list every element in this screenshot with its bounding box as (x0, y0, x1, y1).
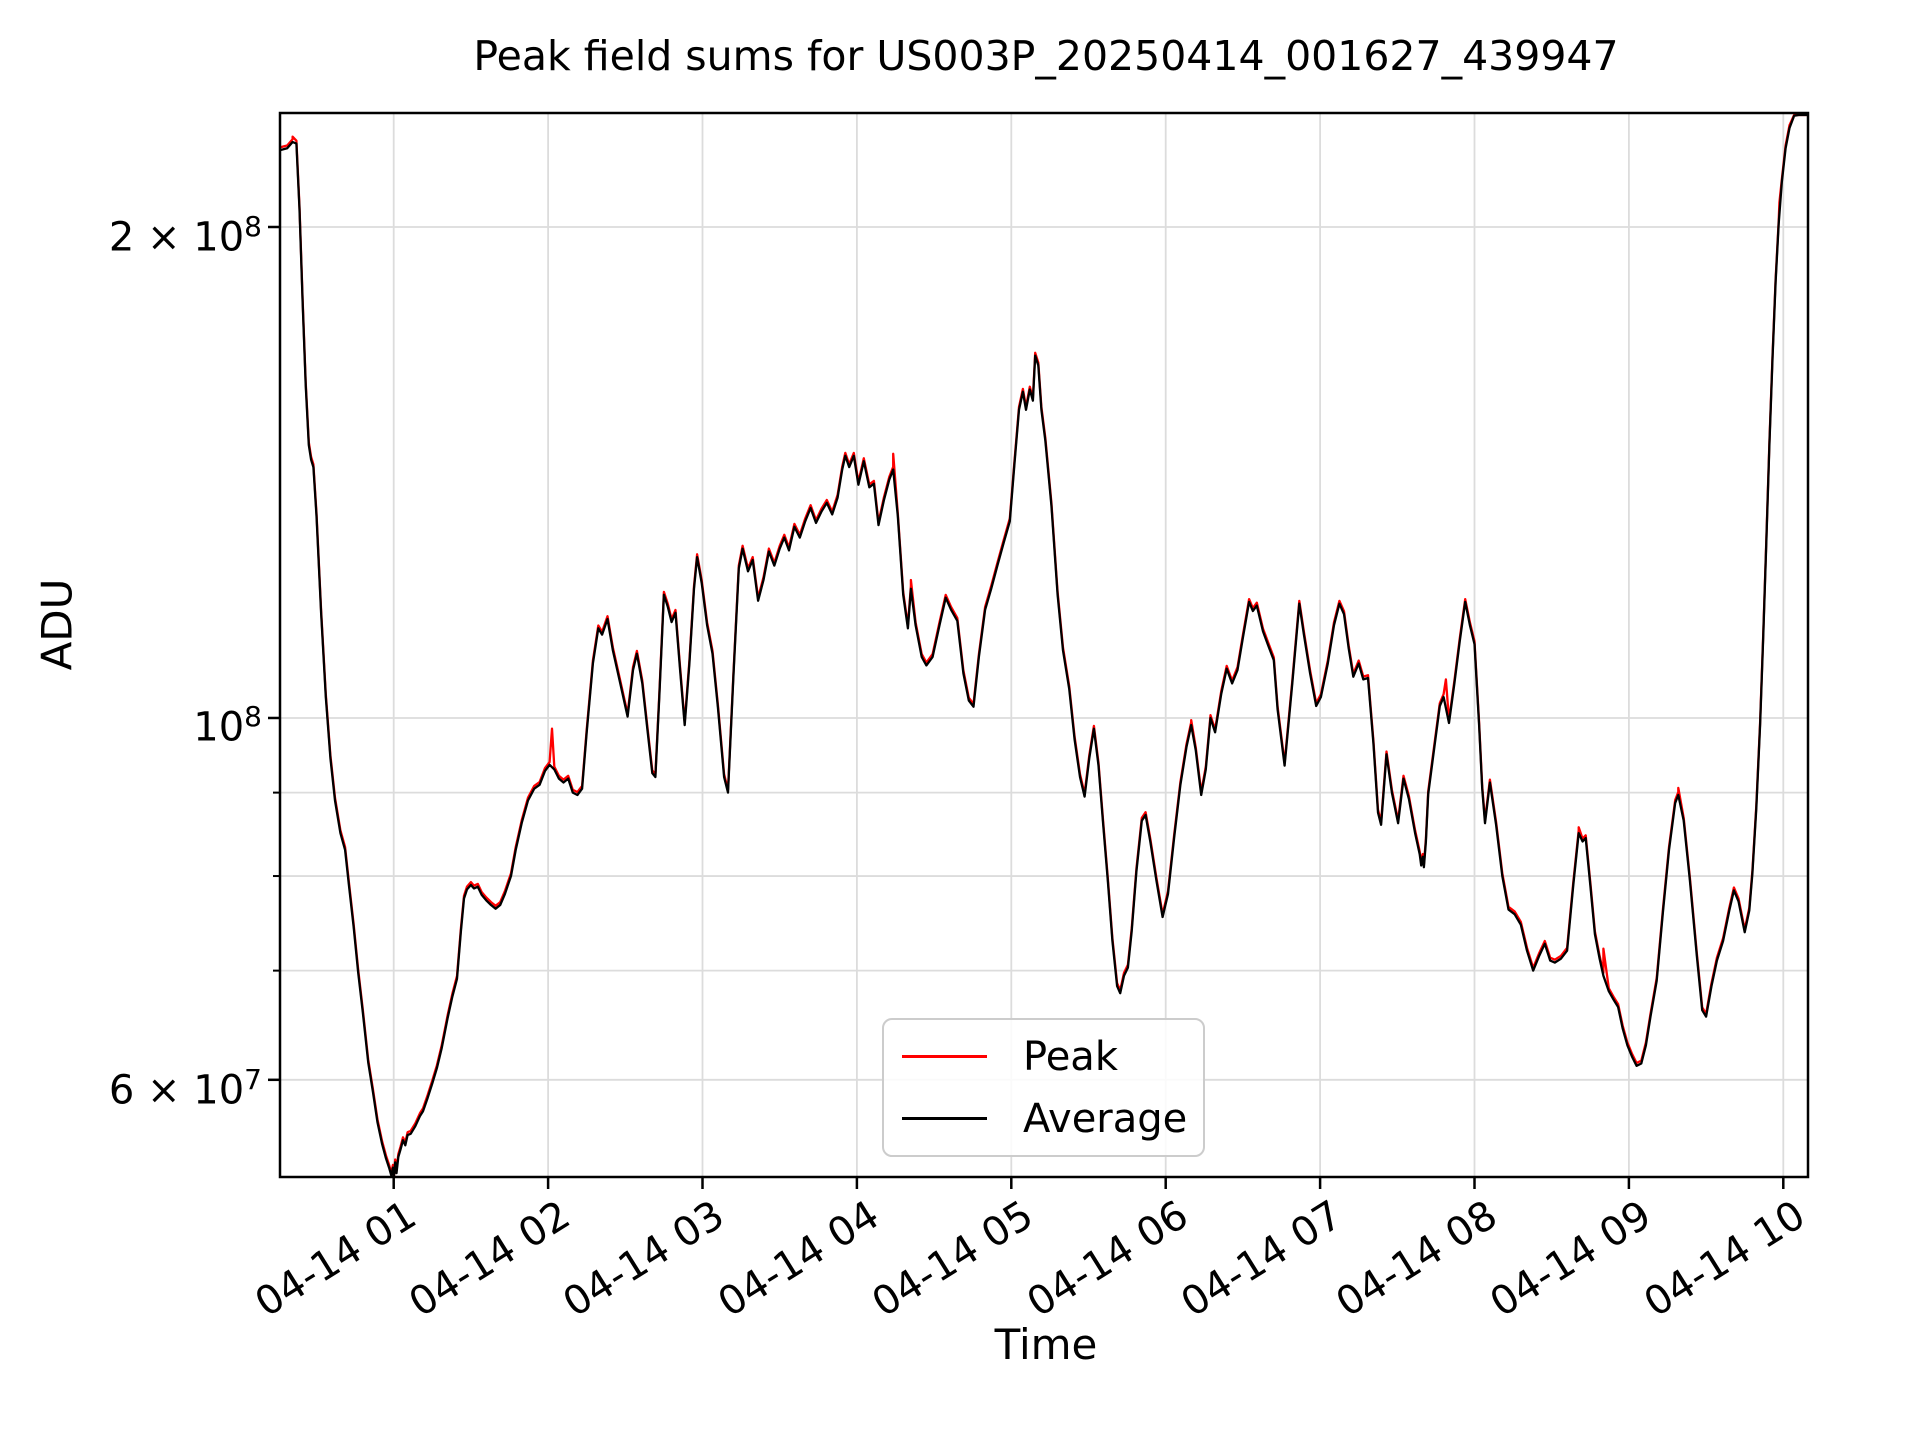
peak-line-swatch (902, 1055, 987, 1058)
y-tick-exponent: 7 (244, 1063, 262, 1096)
legend-entry-average: Average (902, 1093, 1188, 1145)
y-tick-label-6e7: 6 × 107 (0, 1054, 262, 1116)
y-tick-exponent: 8 (244, 700, 262, 733)
y-axis-label: ADU (32, 578, 82, 671)
average-line-swatch (902, 1117, 987, 1120)
legend-label-average: Average (1023, 1095, 1188, 1142)
legend-entry-peak: Peak (902, 1031, 1185, 1083)
legend-label-peak: Peak (1023, 1033, 1118, 1080)
chart-title: Peak field sums for US003P_20250414_0016… (473, 32, 1619, 80)
y-tick-mantissa: 10 (193, 704, 245, 751)
x-axis-label: Time (994, 1320, 1098, 1369)
y-tick-mantissa: 6 × 10 (108, 1067, 245, 1114)
y-tick-label-1e8: 108 (0, 691, 262, 753)
legend: Peak Average (882, 1018, 1205, 1157)
y-tick-label-2e8: 2 × 108 (0, 201, 262, 263)
y-tick-mantissa: 2 × 10 (108, 214, 245, 261)
y-tick-exponent: 8 (244, 210, 262, 243)
